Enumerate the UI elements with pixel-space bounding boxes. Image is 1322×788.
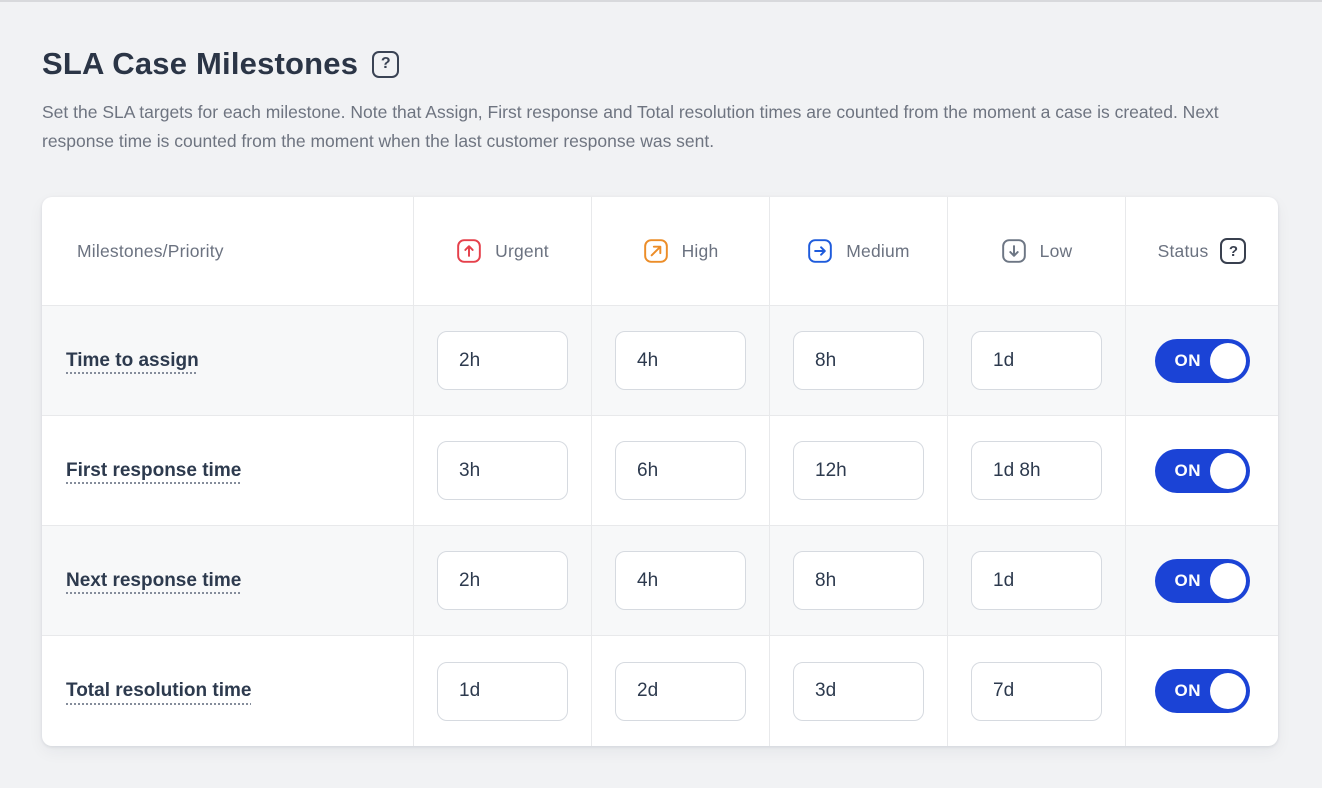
toggle-on-label: ON [1174,681,1201,700]
column-header-high: High [591,197,769,305]
low-header-label: Low [1039,240,1073,261]
toggle-knob [1209,562,1246,599]
sla-input-first-response-urgent[interactable] [437,441,568,500]
status-header-label: Status [1157,240,1209,261]
sla-input-total-resolution-high[interactable] [615,661,746,721]
milestone-link-next-response-time[interactable]: Next response time [66,569,242,591]
milestone-link-time-to-assign[interactable]: Time to assign [66,349,199,371]
cell-time-to-assign-low [947,305,1125,415]
cell-first-response-low [947,415,1125,525]
cell-total-resolution-urgent [413,635,591,746]
arrow-up-right-icon [643,238,669,264]
cell-first-response-status: ON [1125,415,1278,525]
toggle-on-label: ON [1174,460,1201,480]
urgent-header-label: Urgent [495,240,549,261]
cell-time-to-assign-urgent [413,305,591,415]
sla-input-next-response-urgent[interactable] [437,551,568,610]
cell-first-response-urgent [413,415,591,525]
sla-input-next-response-high[interactable] [615,551,746,610]
cell-first-response-medium [769,415,947,525]
sla-input-first-response-medium[interactable] [793,441,924,500]
sla-input-total-resolution-urgent[interactable] [437,661,568,721]
page-title: SLA Case Milestones [42,46,359,81]
toggle-on-label: ON [1174,570,1201,590]
milestone-link-total-resolution-time[interactable]: Total resolution time [66,680,252,701]
arrow-up-icon [456,238,482,264]
medium-header-label: Medium [846,240,910,261]
sla-input-next-response-medium[interactable] [793,551,924,610]
cell-time-to-assign-high [591,305,769,415]
column-header-urgent: Urgent [413,197,591,305]
arrow-right-icon [807,238,833,264]
arrow-down-icon [1001,238,1027,264]
table-row: Total resolution time [42,635,413,746]
cell-first-response-high [591,415,769,525]
cell-next-response-status: ON [1125,525,1278,635]
sla-input-next-response-low[interactable] [971,551,1102,610]
table-row: First response time [42,415,413,525]
toggle-knob [1209,452,1246,489]
page-title-row: SLA Case Milestones ? [42,46,1280,82]
sla-input-first-response-low[interactable] [971,441,1102,500]
cell-total-resolution-medium [769,635,947,746]
toggle-time-to-assign[interactable]: ON [1154,338,1250,383]
title-help-icon[interactable]: ? [372,50,400,78]
sla-input-first-response-high[interactable] [615,441,746,500]
sla-input-total-resolution-low[interactable] [971,661,1102,721]
sla-input-time-to-assign-low[interactable] [971,331,1102,390]
sla-input-time-to-assign-medium[interactable] [793,331,924,390]
milestones-priority-header-label: Milestones/Priority [77,240,224,261]
cell-next-response-urgent [413,525,591,635]
milestone-link-first-response-time[interactable]: First response time [66,459,242,481]
page-description: Set the SLA targets for each milestone. … [42,102,1219,151]
sla-settings-page: SLA Case Milestones ? Set the SLA target… [0,2,1322,746]
column-header-medium: Medium [769,197,947,305]
cell-total-resolution-high [591,635,769,746]
toggle-next-response-time[interactable]: ON [1154,558,1250,603]
toggle-total-resolution-time[interactable]: ON [1154,669,1250,713]
cell-total-resolution-low [947,635,1125,746]
cell-next-response-medium [769,525,947,635]
table-row: Next response time [42,525,413,635]
toggle-first-response-time[interactable]: ON [1154,448,1250,493]
sla-input-time-to-assign-urgent[interactable] [437,331,568,390]
column-header-milestones: Milestones/Priority [42,197,413,305]
cell-next-response-high [591,525,769,635]
toggle-on-label: ON [1174,350,1201,370]
status-help-icon[interactable]: ? [1220,238,1247,264]
column-header-status: Status ? [1125,197,1278,305]
toggle-knob [1209,342,1246,379]
cell-time-to-assign-status: ON [1125,305,1278,415]
table-row: Time to assign [42,305,413,415]
column-header-low: Low [947,197,1125,305]
cell-total-resolution-status: ON [1125,635,1278,746]
toggle-knob [1209,673,1246,709]
sla-input-total-resolution-medium[interactable] [793,661,924,721]
sla-input-time-to-assign-high[interactable] [615,331,746,390]
sla-milestones-table: Milestones/Priority Urgent High [42,197,1278,746]
cell-time-to-assign-medium [769,305,947,415]
cell-next-response-low [947,525,1125,635]
high-header-label: High [681,240,719,261]
